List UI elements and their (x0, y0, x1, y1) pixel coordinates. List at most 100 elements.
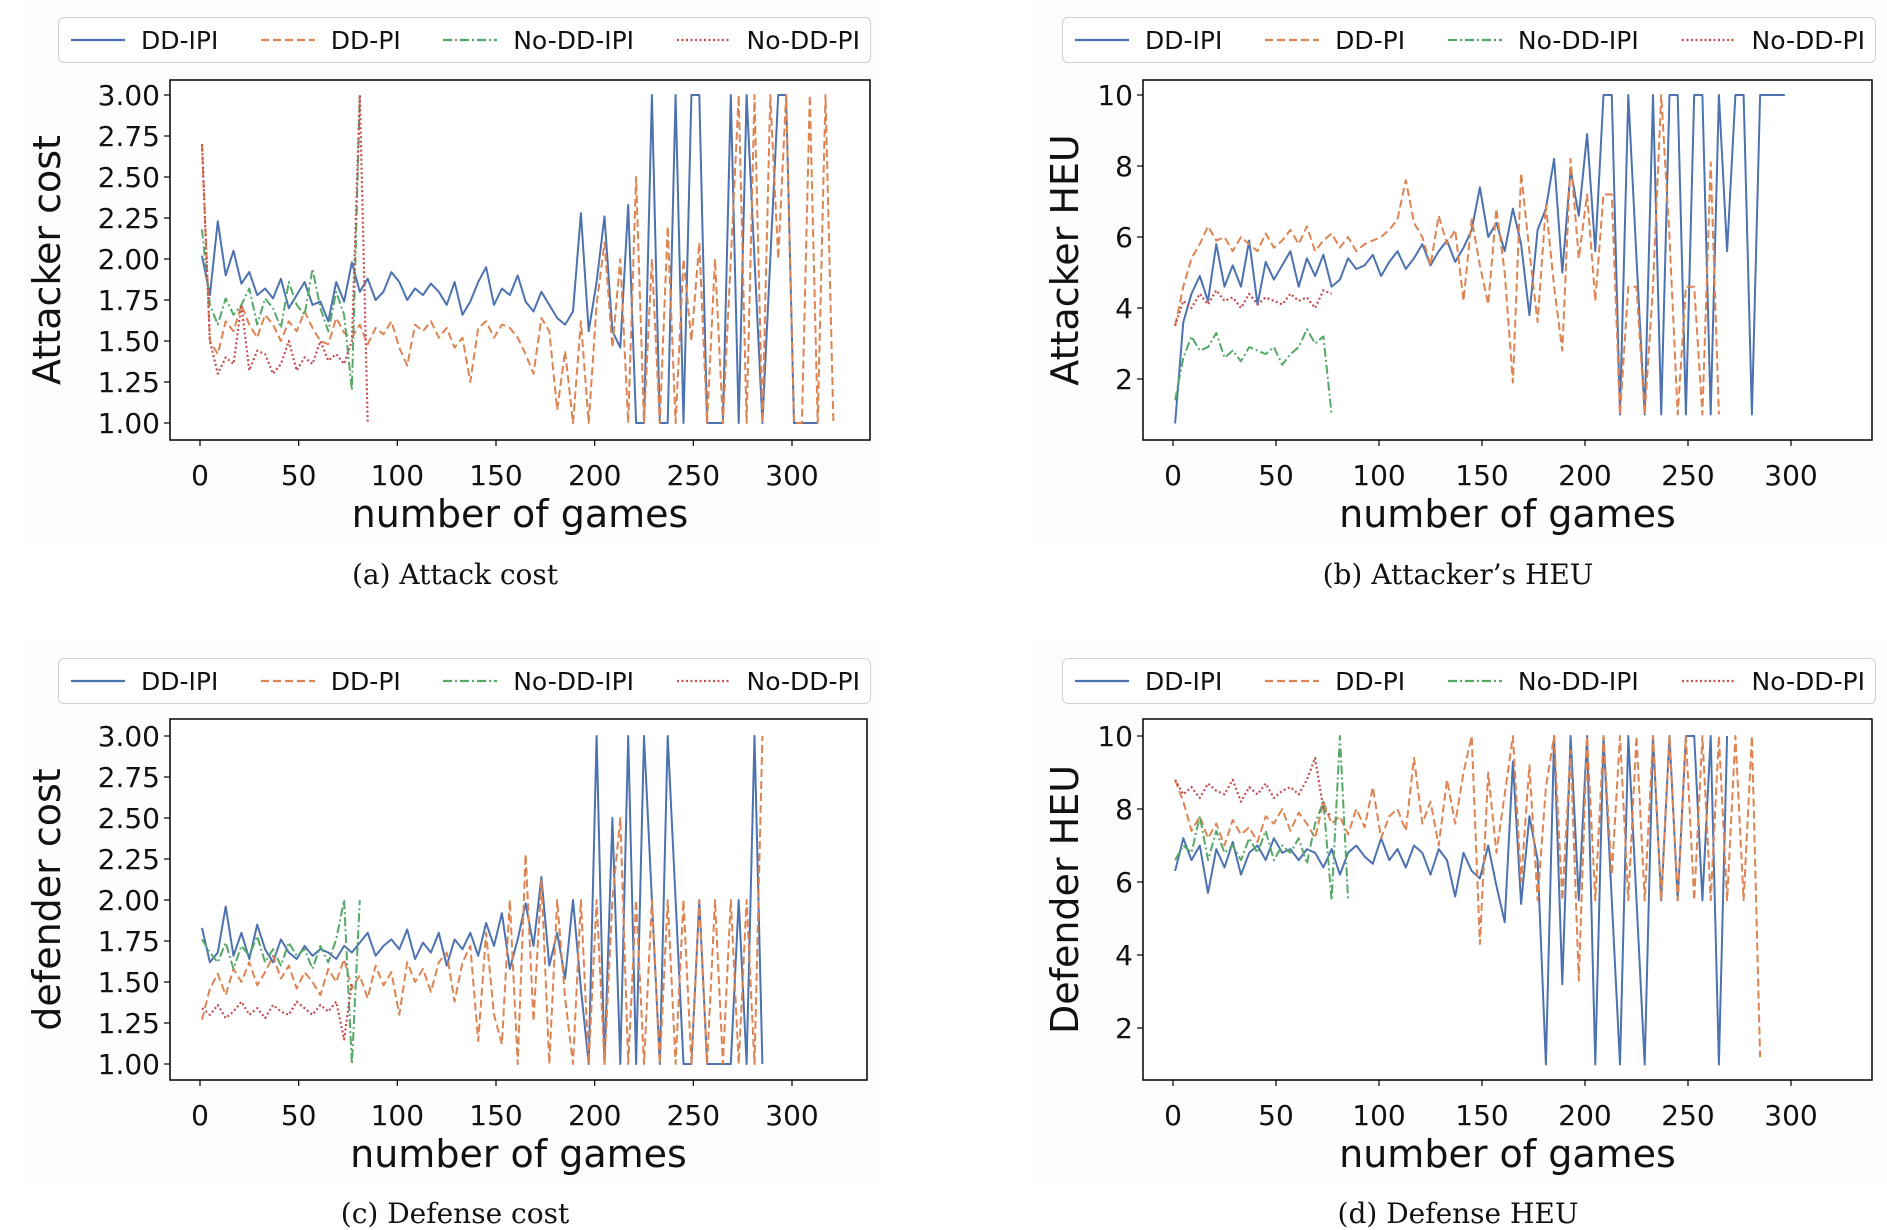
y-tick-label: 2 (1115, 1012, 1133, 1045)
legend-panel-b: DD-IPI DD-PI No-DD-IPI No-DD-PI (1062, 17, 1876, 63)
series-line-no-dd-ipi (1174, 735, 1350, 902)
legend-item-no-dd-ipi: No-DD-IPI (441, 26, 634, 55)
x-tick-label: 250 (667, 459, 720, 492)
legend-line-dotted (1681, 38, 1736, 42)
legend-line-dashed (1265, 679, 1320, 683)
y-tick-label: 2.25 (98, 843, 160, 876)
x-tick-label: 200 (1558, 1099, 1611, 1132)
x-tick-label: 250 (1661, 459, 1714, 492)
y-tick-label: 4 (1115, 292, 1133, 325)
legend-item-dd-pi: DD-PI (259, 667, 401, 696)
legend-line-solid (1075, 679, 1129, 683)
series-group (1174, 94, 1785, 424)
legend-panel-d: DD-IPI DD-PI No-DD-IPI No-DD-PI (1062, 658, 1876, 704)
legend-line-dashdot (1447, 679, 1502, 683)
x-axis-label: number of games (350, 1132, 687, 1176)
legend-item-no-dd-pi: No-DD-PI (1680, 26, 1865, 55)
y-tick-label: 1.25 (98, 366, 160, 399)
y-axis-label: Attacker HEU (1043, 134, 1087, 385)
x-axis-label: number of games (1339, 492, 1676, 536)
legend-label: DD-PI (1335, 25, 1406, 55)
legend-item-no-dd-pi: No-DD-PI (1680, 667, 1865, 696)
y-tick-label: 3.00 (98, 79, 160, 112)
y-tick-label: 6 (1115, 221, 1133, 254)
x-tick-label: 200 (1558, 459, 1611, 492)
series-group (200, 93, 835, 424)
legend-panel-a: DD-IPI DD-PI No-DD-IPI No-DD-PI (58, 17, 871, 63)
legend-item-dd-ipi: DD-IPI (69, 26, 218, 55)
y-tick-label: 2.75 (98, 761, 160, 794)
y-tick-label: 6 (1115, 866, 1133, 899)
legend-label: No-DD-IPI (1517, 666, 1639, 696)
y-tick-label: 1.75 (98, 925, 160, 958)
y-tick-label: 1.75 (98, 284, 160, 317)
legend-label: DD-IPI (141, 666, 219, 696)
x-axis-label: number of games (1339, 1132, 1676, 1176)
x-tick-label: 100 (371, 1099, 424, 1132)
legend-item-no-dd-ipi: No-DD-IPI (1446, 26, 1639, 55)
caption-panel-d: (d) Defense HEU (1337, 1197, 1579, 1230)
legend-item-dd-pi: DD-PI (259, 26, 401, 55)
x-axis-label: number of games (352, 492, 689, 536)
chart-panel-c: 0 50 100 150 200 250 300 1.00 1.25 1.50 1.75 2.00 2.… (25, 718, 868, 1176)
legend-label: DD-IPI (1145, 666, 1223, 696)
x-tick-label: 50 (281, 1099, 317, 1132)
legend-line-dotted (676, 38, 731, 42)
legend-line-dashed (260, 679, 315, 683)
legend-label: DD-IPI (141, 25, 219, 55)
x-tick-label: 300 (1764, 1099, 1817, 1132)
legend-item-dd-ipi: DD-IPI (69, 667, 218, 696)
legend-label: No-DD-PI (746, 666, 860, 696)
x-tick-label: 0 (1164, 459, 1182, 492)
x-tick-label: 250 (1661, 1099, 1714, 1132)
y-tick-label: 8 (1115, 150, 1133, 183)
series-line-dd-ipi (201, 94, 818, 424)
axes-frame (1142, 718, 1873, 1081)
axes-frame (169, 79, 871, 441)
x-tick-label: 0 (191, 459, 209, 492)
legend-label: DD-PI (1335, 666, 1406, 696)
chart-panel-b: 0 50 100 150 200 250 300 2 4 6 8 10 number of games A… (1043, 79, 1873, 536)
y-tick-label: 1.00 (98, 407, 160, 440)
series-group (1174, 735, 1762, 1066)
series-line-dd-ipi (1174, 735, 1729, 1066)
legend-label: No-DD-PI (1751, 666, 1865, 696)
series-line-no-dd-ipi (201, 899, 361, 1065)
legend-line-dotted (676, 679, 731, 683)
y-tick-label: 2.50 (98, 802, 160, 835)
legend-label: No-DD-IPI (513, 25, 635, 55)
series-line-dd-pi (1174, 735, 1762, 1058)
y-tick-label: 1.25 (98, 1007, 160, 1040)
chart-panel-d: 0 50 100 150 200 250 300 2 4 6 8 10 number of games D… (1043, 718, 1873, 1176)
legend-label: No-DD-IPI (1517, 25, 1639, 55)
x-tick-label: 100 (371, 459, 424, 492)
chart-panel-a: 0 50 100 150 200 250 300 1.00 1.25 1.50 1.75 2.00 2.… (25, 79, 871, 536)
y-axis-label: Attacker cost (25, 135, 69, 385)
y-tick-label: 2 (1115, 363, 1133, 396)
y-tick-label: 2.00 (98, 884, 160, 917)
legend-line-solid (71, 679, 125, 683)
series-line-no-dd-pi (1174, 289, 1333, 327)
y-tick-label: 8 (1115, 793, 1133, 826)
y-axis-label: Defender HEU (1043, 765, 1087, 1034)
plot-area (1143, 719, 1872, 1080)
series-line-dd-ipi (1174, 94, 1785, 424)
x-tick-label: 300 (765, 1099, 818, 1132)
y-tick-label: 1.50 (98, 325, 160, 358)
series-line-no-dd-ipi (1174, 328, 1333, 415)
x-tick-label: 150 (1455, 459, 1508, 492)
legend-item-dd-pi: DD-PI (1263, 667, 1405, 696)
caption-panel-c: (c) Defense cost (340, 1197, 570, 1230)
y-tick-label: 4 (1115, 939, 1133, 972)
legend-label: DD-IPI (1145, 25, 1223, 55)
x-tick-label: 300 (765, 459, 818, 492)
x-tick-label: 100 (1352, 1099, 1405, 1132)
y-tick-label: 10 (1097, 79, 1133, 112)
y-tick-label: 1.50 (98, 966, 160, 999)
legend-panel-c: DD-IPI DD-PI No-DD-IPI No-DD-PI (58, 658, 871, 704)
legend-label: No-DD-PI (746, 25, 860, 55)
legend-label: No-DD-IPI (513, 666, 635, 696)
x-tick-label: 250 (667, 1099, 720, 1132)
legend-item-dd-pi: DD-PI (1263, 26, 1405, 55)
